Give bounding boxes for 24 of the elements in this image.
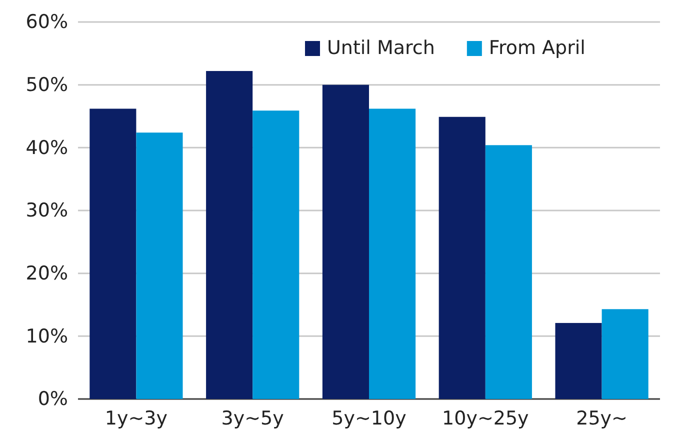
- bar: [369, 108, 416, 399]
- bar: [602, 309, 648, 399]
- y-tick-label: 50%: [26, 74, 68, 96]
- bar: [90, 108, 136, 399]
- x-tick-label: 1y~3y: [104, 407, 168, 430]
- legend-label: Until March: [327, 37, 435, 59]
- bar: [206, 71, 253, 399]
- y-tick-label: 60%: [26, 11, 68, 34]
- bar: [136, 132, 183, 399]
- bar: [322, 84, 369, 399]
- bar: [485, 145, 532, 399]
- x-tick-label: 5y~10y: [332, 407, 406, 430]
- bar: [555, 322, 602, 399]
- x-tick-label: 3y~5y: [221, 407, 284, 430]
- bar: [438, 116, 486, 399]
- x-tick-label: 10y~25y: [442, 407, 529, 430]
- y-tick-label: 20%: [26, 262, 68, 284]
- y-tick-label: 30%: [26, 200, 68, 222]
- y-tick-label: 40%: [26, 136, 68, 159]
- y-tick-label: 10%: [26, 325, 68, 348]
- y-tick-label: 0%: [38, 388, 68, 410]
- bar: [252, 110, 300, 399]
- legend-label: From April: [488, 37, 586, 59]
- x-tick-label: 25y~: [576, 407, 628, 430]
